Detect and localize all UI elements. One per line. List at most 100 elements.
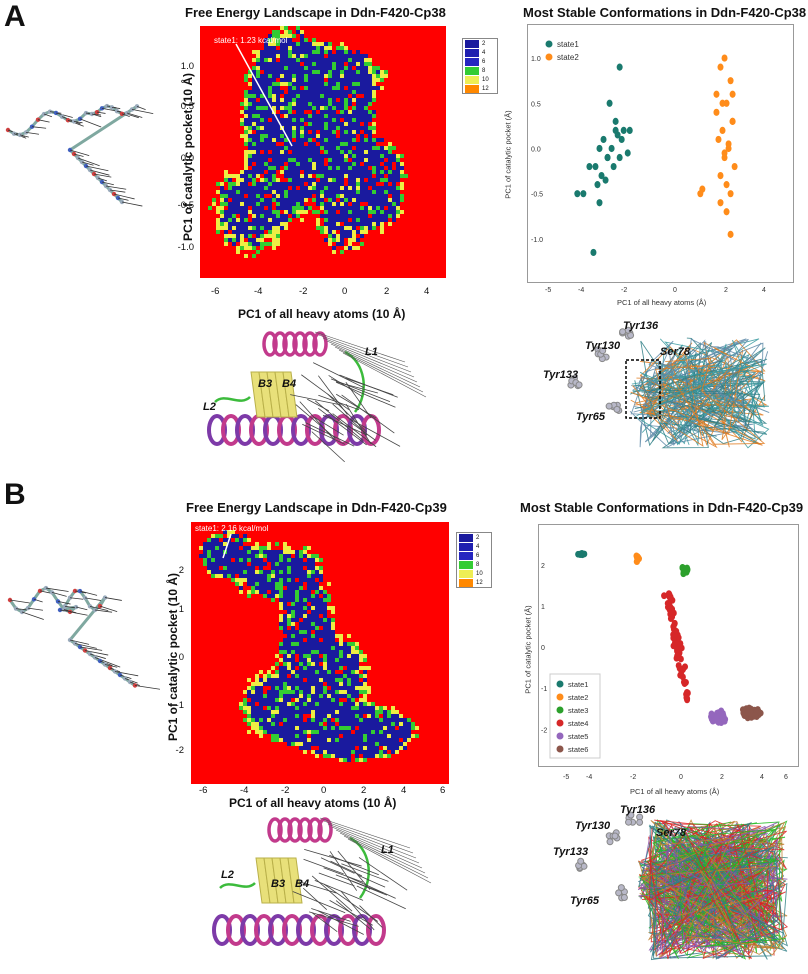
fel-cell [263, 706, 267, 710]
fel-cell [284, 126, 288, 130]
fel-cell [364, 222, 368, 226]
fel-cell [291, 682, 295, 686]
motion-vector [337, 850, 371, 890]
motion-vector [350, 421, 376, 441]
fel-cell [336, 178, 340, 182]
fel-cell [280, 66, 284, 70]
fel-cell [352, 198, 356, 202]
fel-cell [307, 726, 311, 730]
ligand-conformer [648, 356, 752, 441]
fel-cell [287, 610, 291, 614]
fel-cell [275, 566, 279, 570]
scatter-point-state5 [708, 710, 715, 718]
fel-cell [300, 82, 304, 86]
fel-cell [324, 170, 328, 174]
fel-cell [300, 178, 304, 182]
fel-cell [244, 94, 248, 98]
fel-cell [303, 654, 307, 658]
fel-cell [279, 710, 283, 714]
fel-cell [328, 58, 332, 62]
fel-cell [392, 178, 396, 182]
fel-cell [255, 714, 259, 718]
fel-cell [284, 130, 288, 134]
fel-cell [312, 130, 316, 134]
fel-cell [299, 566, 303, 570]
fel-cell [280, 38, 284, 42]
fel-cell [232, 234, 236, 238]
fel-cell [335, 690, 339, 694]
fel-cell [268, 218, 272, 222]
fel-annotation-b: state1: 2.16 kcal/mol [195, 524, 269, 533]
fel-cell [315, 634, 319, 638]
fel-cell [260, 218, 264, 222]
fel-cell [323, 754, 327, 758]
fel-cell [351, 698, 355, 702]
fel-cell [287, 678, 291, 682]
fel-cell [351, 642, 355, 646]
fel-cell [279, 566, 283, 570]
fel-cell [275, 670, 279, 674]
fel-cell [256, 70, 260, 74]
fel-cell [268, 170, 272, 174]
fel-cell [279, 554, 283, 558]
motion-vector [84, 597, 102, 601]
scatter-xtick-a: -2 [621, 287, 628, 294]
fel-cell [276, 218, 280, 222]
fel-cell [368, 214, 372, 218]
fel-cell [308, 150, 312, 154]
fel-cell [240, 118, 244, 122]
scatter-point-state2 [729, 90, 736, 98]
fel-cell [384, 158, 388, 162]
fel-cell [284, 70, 288, 74]
fel-cell [340, 178, 344, 182]
motion-vector [312, 362, 365, 388]
fel-cell [323, 702, 327, 706]
fel-cell [311, 734, 315, 738]
fel-cell [328, 154, 332, 158]
fel-cell [304, 126, 308, 130]
fel-cell [288, 146, 292, 150]
scatter-point-state4 [676, 665, 683, 672]
ligand-conformer [634, 347, 706, 445]
fel-cell [276, 178, 280, 182]
fel-cell [264, 214, 268, 218]
fel-cell [311, 614, 315, 618]
fel-cell [291, 670, 295, 674]
fel-cell [303, 742, 307, 746]
fel-cell [379, 746, 383, 750]
fel-cell [288, 186, 292, 190]
fel-cell [400, 162, 404, 166]
fel-cell [248, 218, 252, 222]
fel-cell [399, 730, 403, 734]
fel-cell [255, 686, 259, 690]
fel-cell [232, 194, 236, 198]
fel-cell [368, 198, 372, 202]
fel-cell [240, 174, 244, 178]
fel-cell [315, 674, 319, 678]
fel-cell [295, 658, 299, 662]
fel-cell [271, 698, 275, 702]
fel-cell [360, 106, 364, 110]
fel-cell [299, 590, 303, 594]
fel-cell [271, 590, 275, 594]
fel-cell [251, 554, 255, 558]
label-tyr133-a: Tyr133 [543, 369, 579, 381]
fel-cell [308, 114, 312, 118]
fel-cell [328, 138, 332, 142]
fel-cell [376, 170, 380, 174]
fel-cell [331, 666, 335, 670]
fel-cell [352, 174, 356, 178]
fel-cell [351, 674, 355, 678]
ligand-atom [41, 111, 47, 117]
fel-cell [352, 130, 356, 134]
fel-cell [300, 134, 304, 138]
fel-cell [268, 122, 272, 126]
fel-cell [235, 550, 239, 554]
fel-cell [263, 690, 267, 694]
fel-cell [303, 614, 307, 618]
fel-cell [343, 678, 347, 682]
fel-cell [291, 738, 295, 742]
fel-cell [359, 698, 363, 702]
fel-cell [363, 698, 367, 702]
ligand-conformer [638, 873, 788, 960]
